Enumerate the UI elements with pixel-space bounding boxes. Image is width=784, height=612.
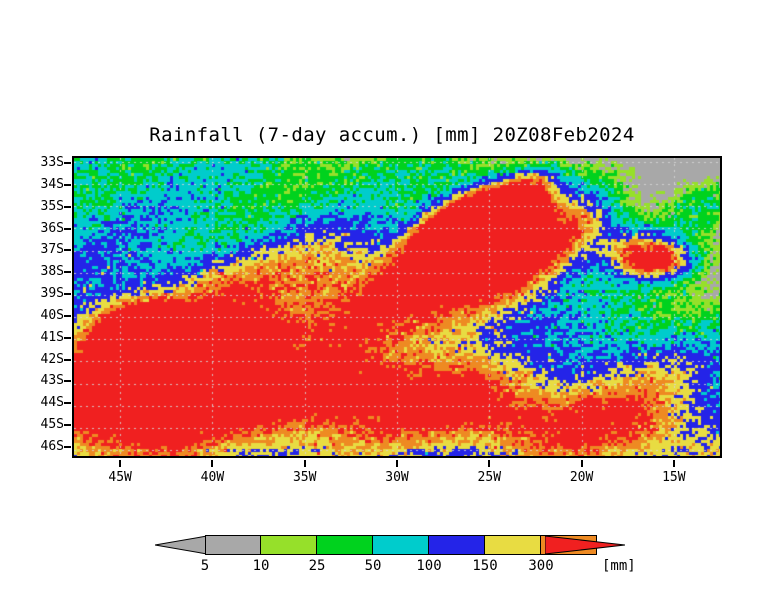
y-tick-label: 44S — [40, 395, 64, 411]
colorbar-unit-label: [mm] — [602, 558, 636, 574]
colorbar-tick-label: 10 — [252, 558, 270, 574]
colorbar-swatches — [205, 535, 597, 555]
y-tick-mark — [64, 271, 71, 274]
x-tick-label: 25W — [477, 470, 502, 485]
map-plot-area — [72, 156, 722, 458]
colorbar-tick-label: 50 — [364, 558, 382, 574]
y-tick-label: 42S — [40, 351, 64, 367]
x-tick-mark — [580, 460, 583, 467]
y-tick-label: 46S — [40, 439, 64, 454]
colorbar-swatch — [261, 535, 317, 555]
colorbar-tick-label: 100 — [416, 558, 442, 574]
x-tick-label: 45W — [108, 470, 132, 485]
y-tick-label: 40S — [40, 307, 64, 323]
y-tick-label: 39S — [40, 286, 64, 302]
colorbar-tick-label: 25 — [308, 558, 326, 574]
y-tick-label: 43S — [40, 373, 64, 389]
x-tick-mark — [211, 460, 214, 467]
x-tick-label: 30W — [385, 470, 409, 485]
y-tick-label: 34S — [40, 176, 64, 192]
x-tick-mark — [396, 460, 398, 467]
x-tick-mark — [488, 460, 491, 467]
x-tick-label: 40W — [200, 470, 225, 485]
y-tick-mark — [64, 162, 71, 164]
x-tick-mark — [672, 460, 675, 467]
page-title: Rainfall (7-day accum.) [mm] 20Z08Feb202… — [149, 124, 635, 146]
y-tick-mark — [64, 183, 71, 186]
x-tick-mark — [303, 460, 306, 467]
y-tick-mark — [64, 314, 71, 317]
colorbar-swatch — [317, 535, 373, 555]
y-tick-label: 37S — [40, 242, 64, 258]
y-tick-label: 35S — [40, 198, 64, 214]
y-tick-mark — [64, 293, 71, 296]
colorbar-tick-label: 300 — [528, 558, 554, 574]
colorbar-low-cap-icon — [155, 535, 207, 555]
y-tick-mark — [64, 249, 71, 252]
colorbar-legend: [mm] 5 10 25 50 100 150 300 — [155, 528, 675, 574]
colorbar-tick-label: 150 — [472, 558, 498, 574]
y-tick-label: 33S — [40, 155, 64, 170]
y-tick-mark — [64, 446, 71, 448]
y-tick-mark — [64, 336, 71, 339]
y-tick-label: 41S — [40, 329, 64, 345]
x-tick-label: 35W — [292, 470, 317, 485]
x-tick-label: 15W — [662, 470, 686, 485]
colorbar-swatch — [373, 535, 429, 555]
x-axis: 45W 40W 35W 30W 25W 20W 15W — [72, 460, 722, 490]
x-tick-label: 20W — [569, 470, 594, 485]
x-tick-mark — [119, 460, 122, 467]
colorbar-swatch — [429, 535, 485, 555]
y-tick-label: 36S — [40, 220, 64, 236]
colorbar-swatch — [205, 535, 261, 555]
colorbar-tick-label: 5 — [200, 558, 210, 574]
y-tick-mark — [64, 205, 71, 208]
y-tick-mark — [64, 424, 71, 427]
y-tick-label: 45S — [40, 417, 64, 433]
rainfall-heatmap-canvas — [74, 158, 720, 456]
colorbar-swatch — [485, 535, 541, 555]
y-tick-mark — [64, 227, 71, 230]
y-tick-label: 38S — [40, 264, 64, 280]
y-axis: 33S 34S 35S 36S 37S 38S 39S 40S 41S 42S 43S 44S 45S 4… — [0, 155, 71, 458]
y-tick-mark — [64, 402, 71, 405]
y-tick-mark — [64, 380, 71, 383]
colorbar-high-cap-icon — [545, 535, 625, 555]
y-tick-mark — [64, 358, 71, 361]
